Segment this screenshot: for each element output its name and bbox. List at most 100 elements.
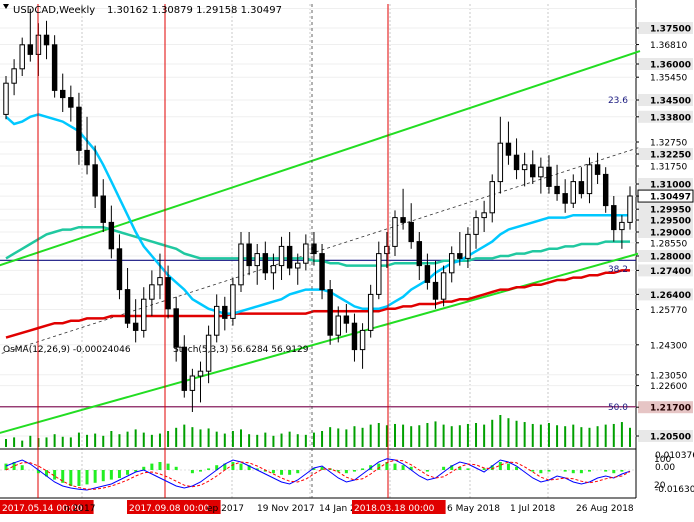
stoch-axis-label: 100 (654, 455, 671, 465)
candle-bear (84, 149, 90, 166)
channel-mid-line (0, 146, 641, 355)
candle-bull (359, 329, 366, 351)
price-level-red-tag (638, 401, 693, 414)
price-level-tag (638, 226, 693, 238)
price-axis-label: 1.22600 (650, 382, 687, 392)
candle-bull (440, 272, 447, 300)
price-level-tag (638, 401, 693, 414)
candle-bull (238, 243, 244, 286)
fib-label: 23.6 (608, 96, 628, 106)
candle-bear (92, 164, 98, 197)
price-axis-label: 1.34500 (650, 97, 691, 107)
candle-bull (3, 82, 9, 115)
candle-bull (586, 164, 593, 195)
price-axis-label: 1.36810 (650, 41, 687, 51)
candle-bull (335, 315, 341, 336)
stoch-signal-line (5, 459, 631, 490)
price-axis-label: 1.28550 (650, 239, 687, 249)
time-axis-label: 2018.03.18 00:00 (354, 504, 435, 514)
channel-lower-line (0, 252, 641, 434)
candle-bear (408, 221, 414, 243)
price-level-tag (638, 58, 693, 70)
candle-bull (189, 375, 196, 391)
candle-bull (157, 277, 163, 286)
candle-bear (530, 164, 536, 178)
candle-bear (351, 322, 358, 351)
candle-bull (619, 221, 625, 231)
candle-bull (538, 166, 544, 178)
red-vertical-markers (37, 4, 389, 498)
candle-bear (416, 241, 423, 267)
price-level-tag (638, 148, 693, 160)
time-axis-label: 2017.05.14 00:00 (2, 504, 83, 514)
osma-axis-label: 0.00 (655, 463, 675, 473)
date-label-red-tag (0, 500, 94, 514)
price-axis-label: 1.23050 (650, 371, 687, 381)
chart-menu-triangle-icon[interactable] (3, 4, 9, 9)
candle-bull (11, 68, 17, 84)
candle-bear (424, 265, 431, 283)
price-axis: 1.37500 1.36810 1.36000 1.35450 1.34500 1.338… (636, 22, 694, 443)
candle-bull (197, 370, 204, 377)
candle-bull (213, 305, 220, 336)
price-level-tag (638, 203, 693, 216)
price-level-tag (638, 22, 693, 34)
price-axis-label: 1.29000 (650, 229, 691, 239)
price-axis-label: 1.29500 (650, 217, 691, 227)
chart-ohlc-values: 1.30162 1.30879 1.29158 1.30497 (107, 5, 282, 16)
candle-bull (205, 334, 212, 372)
candle-bear (327, 289, 333, 336)
candle-bull (254, 253, 260, 267)
price-axis-label: 1.21700 (650, 404, 691, 414)
candle-bull (149, 284, 155, 300)
osma-axis-label: -0.0163082 (655, 485, 694, 495)
candle-bull (627, 195, 633, 223)
candle-bull (376, 253, 382, 295)
candle-bull (19, 44, 25, 70)
candle-bear (611, 205, 617, 231)
candle-bear (246, 243, 252, 267)
price-axis-label: 1.37500 (650, 25, 691, 35)
time-axis-label: 6 May 2018 (447, 504, 500, 514)
candle-bear (602, 173, 609, 207)
candle-bear (59, 89, 66, 99)
candle-bull (141, 298, 147, 331)
candle-bull (521, 164, 528, 171)
candle-bear (594, 164, 601, 175)
candle-bear (51, 44, 58, 91)
price-level-tag (638, 250, 693, 262)
price-level-tag (638, 264, 693, 277)
candle-bull (230, 284, 236, 319)
candle-bull (448, 253, 455, 274)
grid (0, 0, 637, 499)
candle-bear (546, 166, 552, 187)
candle-bear (116, 248, 123, 291)
candle-bull (278, 245, 285, 267)
price-axis-label: 1.33800 (650, 113, 691, 123)
price-level-tag (638, 110, 693, 123)
candle-bear (222, 305, 228, 319)
time-axis-label: n 2017 (64, 504, 95, 514)
candle-bear (27, 44, 34, 55)
candle-bear (505, 142, 512, 156)
candlesticks (3, 8, 633, 412)
candle-bear (68, 97, 74, 108)
time-axis-label: 26 Aug 2018 (576, 504, 634, 514)
candle-bear (132, 322, 139, 331)
time-axis-label: 2017.09.08 00:00 (129, 504, 210, 514)
candle-bear (562, 193, 568, 204)
candle-bear (319, 253, 325, 291)
stoch-main-line (5, 458, 631, 491)
price-axis-label: 1.20500 (650, 433, 691, 443)
indicator-window: 0.0103763 0.00 -0.0163082 100 20 (0, 451, 694, 495)
price-axis-label: 1.29950 (650, 206, 691, 216)
date-label-red-tag (352, 500, 446, 514)
price-axis-label: 1.31000 (650, 181, 691, 191)
ma-slow-line (5, 269, 630, 339)
candle-bear (76, 106, 82, 151)
candle-bull (367, 293, 374, 331)
fib-label: 38.2 (608, 265, 628, 275)
fib-label: 50.0 (608, 403, 628, 413)
